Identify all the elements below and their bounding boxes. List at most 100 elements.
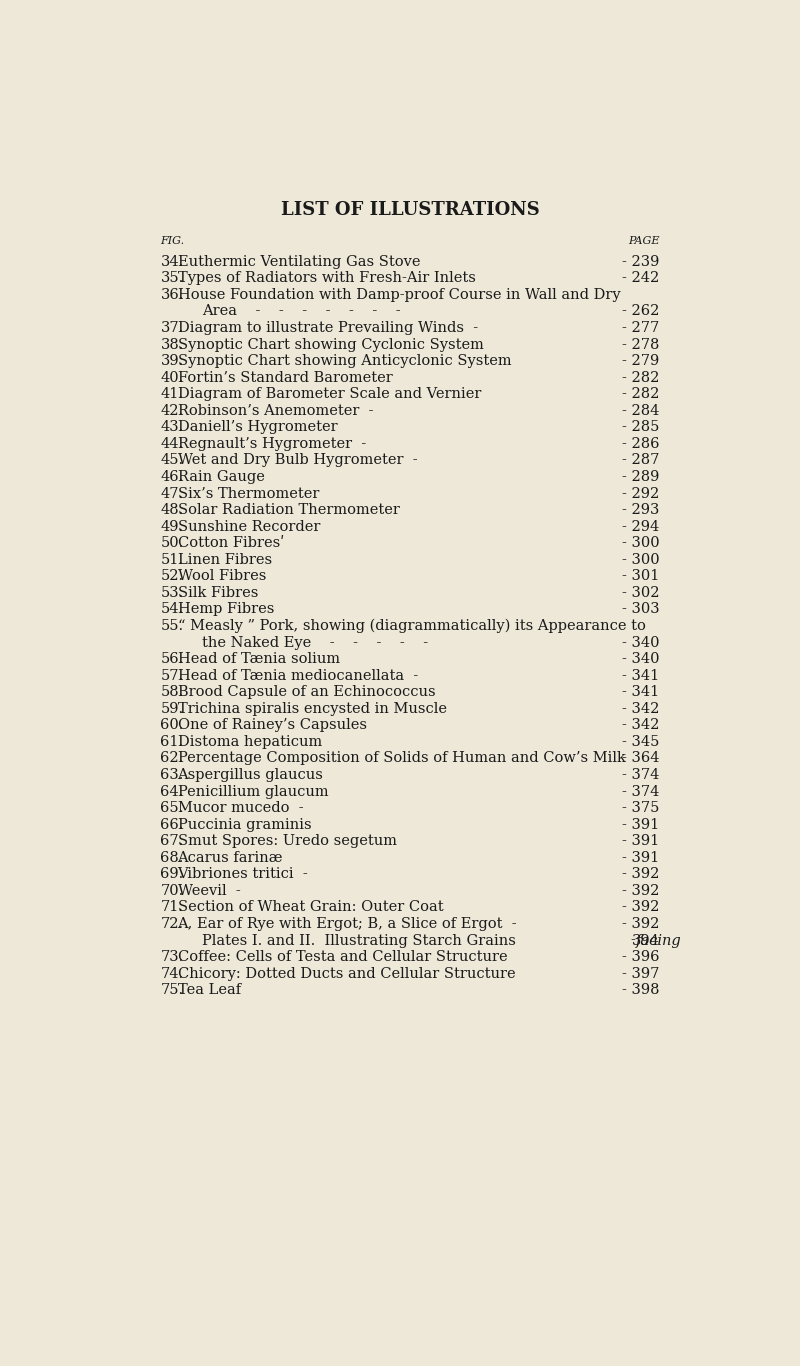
Text: Weevil  -: Weevil - bbox=[178, 884, 240, 897]
Text: Synoptic Chart showing Anticyclonic System: Synoptic Chart showing Anticyclonic Syst… bbox=[178, 354, 511, 367]
Text: Diagram to illustrate Prevailing Winds  -: Diagram to illustrate Prevailing Winds - bbox=[178, 321, 478, 335]
Text: - 289: - 289 bbox=[622, 470, 659, 484]
Text: the Naked Eye    -    -    -    -    -: the Naked Eye - - - - - bbox=[202, 635, 429, 650]
Text: Synoptic Chart showing Cyclonic System: Synoptic Chart showing Cyclonic System bbox=[178, 337, 483, 351]
Text: 55.: 55. bbox=[161, 619, 183, 632]
Text: 49.: 49. bbox=[161, 519, 183, 534]
Text: - 374: - 374 bbox=[622, 784, 659, 799]
Text: - 302: - 302 bbox=[622, 586, 659, 600]
Text: - 277: - 277 bbox=[622, 321, 659, 335]
Text: - 279: - 279 bbox=[622, 354, 659, 367]
Text: Vibriones tritici  -: Vibriones tritici - bbox=[178, 867, 308, 881]
Text: - 397: - 397 bbox=[622, 967, 659, 981]
Text: Area    -    -    -    -    -    -    -: Area - - - - - - - bbox=[202, 305, 401, 318]
Text: - 364: - 364 bbox=[622, 751, 659, 765]
Text: Daniell’s Hygrometer: Daniell’s Hygrometer bbox=[178, 421, 337, 434]
Text: A, Ear of Rye with Ergot; B, a Slice of Ergot  -: A, Ear of Rye with Ergot; B, a Slice of … bbox=[178, 917, 517, 932]
Text: - 342: - 342 bbox=[622, 719, 659, 732]
Text: 65.: 65. bbox=[161, 800, 184, 816]
Text: Coffee: Cells of Testa and Cellular Structure: Coffee: Cells of Testa and Cellular Stru… bbox=[178, 951, 507, 964]
Text: Regnault’s Hygrometer  -: Regnault’s Hygrometer - bbox=[178, 437, 366, 451]
Text: Sunshine Recorder: Sunshine Recorder bbox=[178, 519, 320, 534]
Text: - 392: - 392 bbox=[622, 884, 659, 897]
Text: Penicillium glaucum: Penicillium glaucum bbox=[178, 784, 328, 799]
Text: 69.: 69. bbox=[161, 867, 184, 881]
Text: One of Rainey’s Capsules: One of Rainey’s Capsules bbox=[178, 719, 366, 732]
Text: Hemp Fibres: Hemp Fibres bbox=[178, 602, 274, 616]
Text: Acarus farinæ: Acarus farinæ bbox=[178, 851, 283, 865]
Text: Aspergillus glaucus: Aspergillus glaucus bbox=[178, 768, 323, 781]
Text: - 300: - 300 bbox=[622, 537, 659, 550]
Text: 37.: 37. bbox=[161, 321, 184, 335]
Text: 34.: 34. bbox=[161, 255, 184, 269]
Text: 47.: 47. bbox=[161, 486, 183, 500]
Text: - 345: - 345 bbox=[622, 735, 659, 749]
Text: 44.: 44. bbox=[161, 437, 183, 451]
Text: - 391: - 391 bbox=[622, 851, 659, 865]
Text: - 286: - 286 bbox=[622, 437, 659, 451]
Text: Solar Radiation Thermometer: Solar Radiation Thermometer bbox=[178, 503, 399, 518]
Text: Robinson’s Anemometer  -: Robinson’s Anemometer - bbox=[178, 404, 373, 418]
Text: - 262: - 262 bbox=[622, 305, 659, 318]
Text: - 398: - 398 bbox=[622, 984, 659, 997]
Text: 75.: 75. bbox=[161, 984, 183, 997]
Text: - 282: - 282 bbox=[622, 387, 659, 402]
Text: Cotton Fibresʹ: Cotton Fibresʹ bbox=[178, 537, 284, 550]
Text: 39.: 39. bbox=[161, 354, 184, 367]
Text: - 374: - 374 bbox=[622, 768, 659, 781]
Text: - 303: - 303 bbox=[622, 602, 659, 616]
Text: Chicory: Dotted Ducts and Cellular Structure: Chicory: Dotted Ducts and Cellular Struc… bbox=[178, 967, 515, 981]
Text: - 391: - 391 bbox=[622, 818, 659, 832]
Text: - 392: - 392 bbox=[622, 900, 659, 914]
Text: - 285: - 285 bbox=[622, 421, 659, 434]
Text: - 284: - 284 bbox=[622, 404, 659, 418]
Text: -: - bbox=[630, 933, 635, 948]
Text: - 301: - 301 bbox=[622, 570, 659, 583]
Text: Linen Fibres: Linen Fibres bbox=[178, 553, 272, 567]
Text: - 341: - 341 bbox=[622, 686, 659, 699]
Text: House Foundation with Damp-proof Course in Wall and Dry: House Foundation with Damp-proof Course … bbox=[178, 288, 620, 302]
Text: 40.: 40. bbox=[161, 370, 184, 385]
Text: Plates I. and II.  Illustrating Starch Grains: Plates I. and II. Illustrating Starch Gr… bbox=[202, 933, 516, 948]
Text: FIG.: FIG. bbox=[161, 236, 185, 246]
Text: 62.: 62. bbox=[161, 751, 184, 765]
Text: 61.: 61. bbox=[161, 735, 183, 749]
Text: - 278: - 278 bbox=[622, 337, 659, 351]
Text: - 340: - 340 bbox=[622, 652, 659, 667]
Text: 35.: 35. bbox=[161, 272, 184, 285]
Text: 51.: 51. bbox=[161, 553, 183, 567]
Text: Distoma hepaticum: Distoma hepaticum bbox=[178, 735, 322, 749]
Text: Smut Spores: Uredo segetum: Smut Spores: Uredo segetum bbox=[178, 835, 397, 848]
Text: - 292: - 292 bbox=[622, 486, 659, 500]
Text: 74.: 74. bbox=[161, 967, 183, 981]
Text: - 341: - 341 bbox=[622, 668, 659, 683]
Text: - 287: - 287 bbox=[622, 454, 659, 467]
Text: Mucor mucedo  -: Mucor mucedo - bbox=[178, 800, 303, 816]
Text: 394: 394 bbox=[632, 933, 659, 948]
Text: 73.: 73. bbox=[161, 951, 184, 964]
Text: Wool Fibres: Wool Fibres bbox=[178, 570, 266, 583]
Text: 56.: 56. bbox=[161, 652, 184, 667]
Text: 50.: 50. bbox=[161, 537, 184, 550]
Text: 52.: 52. bbox=[161, 570, 183, 583]
Text: Trichina spiralis encysted in Muscle: Trichina spiralis encysted in Muscle bbox=[178, 702, 446, 716]
Text: 67.: 67. bbox=[161, 835, 184, 848]
Text: facing: facing bbox=[636, 933, 682, 948]
Text: - 396: - 396 bbox=[622, 951, 659, 964]
Text: 60.: 60. bbox=[161, 719, 184, 732]
Text: 72.: 72. bbox=[161, 917, 183, 932]
Text: - 293: - 293 bbox=[622, 503, 659, 518]
Text: “ Measly ” Pork, showing (diagrammatically) its Appearance to: “ Measly ” Pork, showing (diagrammatical… bbox=[178, 619, 646, 634]
Text: Rain Gauge: Rain Gauge bbox=[178, 470, 264, 484]
Text: LIST OF ILLUSTRATIONS: LIST OF ILLUSTRATIONS bbox=[281, 201, 539, 219]
Text: 41.: 41. bbox=[161, 387, 183, 402]
Text: 59.: 59. bbox=[161, 702, 183, 716]
Text: Puccinia graminis: Puccinia graminis bbox=[178, 818, 311, 832]
Text: - 342: - 342 bbox=[622, 702, 659, 716]
Text: - 375: - 375 bbox=[622, 800, 659, 816]
Text: - 282: - 282 bbox=[622, 370, 659, 385]
Text: 43.: 43. bbox=[161, 421, 184, 434]
Text: Brood Capsule of an Echinococcus: Brood Capsule of an Echinococcus bbox=[178, 686, 435, 699]
Text: 66.: 66. bbox=[161, 818, 184, 832]
Text: 64.: 64. bbox=[161, 784, 184, 799]
